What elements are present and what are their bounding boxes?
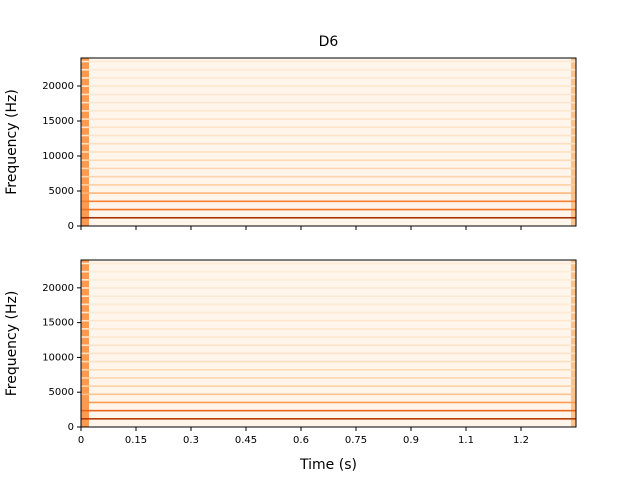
x-tick-label: 0.9: [403, 435, 419, 446]
y-tick-label: 15000: [42, 318, 74, 329]
harmonic-line: [81, 68, 576, 71]
harmonic-line: [81, 344, 576, 347]
harmonic-line: [81, 262, 576, 265]
harmonic-line: [81, 418, 576, 420]
onset-band: [81, 260, 89, 427]
harmonic-line: [81, 360, 576, 363]
x-tick-label: 0.6: [293, 435, 309, 446]
x-tick-label: 0: [78, 435, 84, 446]
y-tick-label: 10000: [42, 352, 74, 363]
harmonic-line: [81, 328, 576, 330]
harmonic-line: [81, 287, 576, 289]
harmonic-line: [81, 295, 576, 297]
harmonic-line: [81, 311, 576, 314]
harmonic-line: [81, 377, 576, 379]
y-tick-label: 20000: [42, 81, 74, 92]
harmonic-line: [81, 134, 576, 137]
harmonic-line: [81, 368, 576, 371]
harmonic-line: [81, 279, 576, 281]
y-axis-label: Frequency (Hz): [4, 89, 20, 195]
y-axis-label: Frequency (Hz): [4, 291, 20, 397]
harmonic-line: [81, 85, 576, 87]
harmonic-line: [81, 270, 576, 273]
onset-band: [81, 58, 89, 226]
axes-frame: [80, 57, 577, 227]
offset-band: [571, 260, 576, 427]
harmonic-line: [81, 184, 576, 186]
harmonic-line: [81, 319, 576, 322]
harmonic-line: [81, 401, 576, 404]
harmonic-line: [81, 167, 576, 170]
offset-band: [571, 58, 576, 226]
chart-title: D6: [319, 34, 339, 50]
y-tick-label: 5000: [49, 186, 74, 197]
harmonic-line: [81, 110, 576, 112]
y-tick-label: 10000: [42, 151, 74, 162]
harmonic-line: [81, 200, 576, 203]
x-tick-label: 0.3: [183, 435, 199, 446]
harmonic-line: [81, 303, 576, 306]
axes-frame: [80, 259, 577, 428]
harmonic-line: [81, 336, 576, 338]
x-axis-label: Time (s): [299, 457, 357, 473]
y-tick-label: 0: [68, 221, 74, 232]
harmonic-line: [81, 409, 576, 412]
harmonic-line: [81, 352, 576, 355]
y-tick-label: 0: [68, 422, 74, 433]
x-tick-label: 0.45: [235, 435, 257, 446]
x-tick-label: 0.75: [345, 435, 367, 446]
harmonic-line: [81, 192, 576, 194]
harmonic-line: [81, 93, 576, 96]
harmonic-line: [81, 216, 576, 219]
x-tick-label: 1.1: [458, 435, 474, 446]
harmonic-line: [81, 151, 576, 153]
harmonic-line: [81, 60, 576, 63]
harmonic-line: [81, 385, 576, 387]
harmonic-line: [81, 118, 576, 120]
y-tick-label: 5000: [49, 387, 74, 398]
harmonic-line: [81, 77, 576, 79]
harmonic-line: [81, 208, 576, 211]
harmonic-line: [81, 159, 576, 161]
harmonic-line: [81, 101, 576, 104]
y-tick-label: 15000: [42, 116, 74, 127]
harmonic-line: [81, 142, 576, 145]
y-tick-label: 20000: [42, 283, 74, 294]
harmonic-line: [81, 393, 576, 396]
harmonic-line: [81, 175, 576, 178]
x-tick-label: 1.2: [513, 435, 529, 446]
harmonic-line: [81, 126, 576, 129]
x-tick-label: 0.15: [125, 435, 147, 446]
